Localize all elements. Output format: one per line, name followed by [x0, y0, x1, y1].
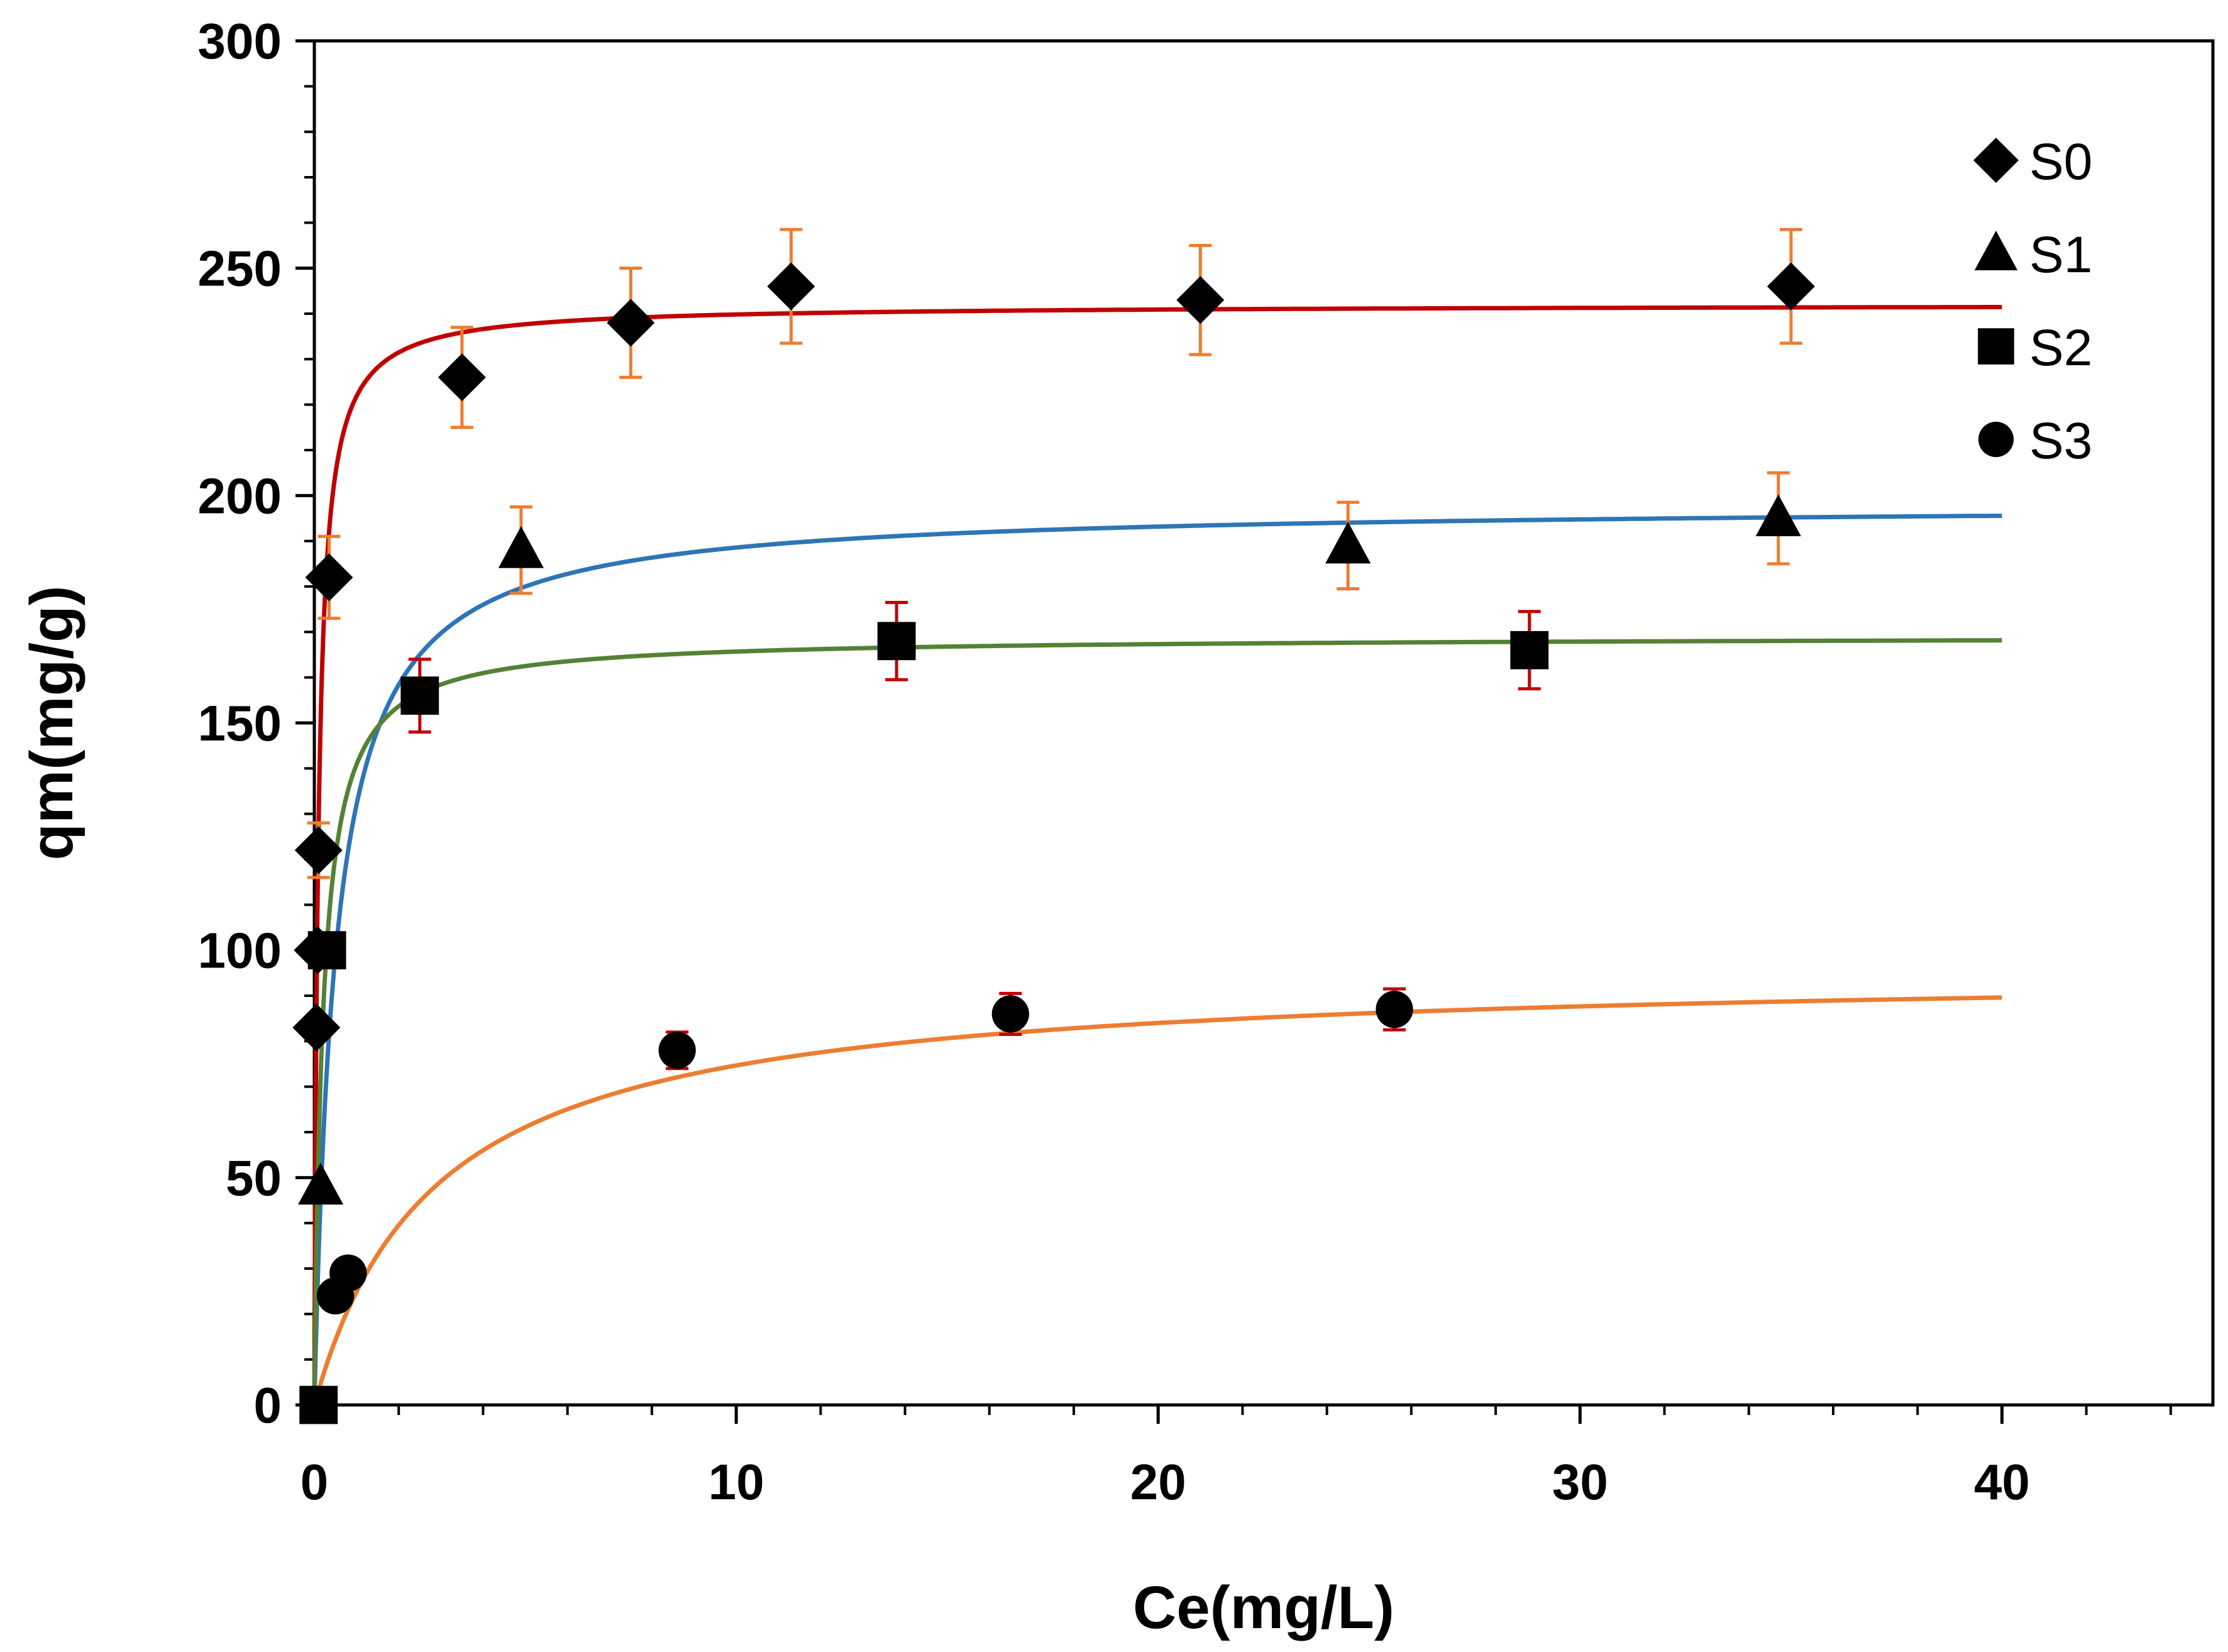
data-point-s1 — [1755, 494, 1801, 536]
data-point-s0 — [305, 553, 353, 602]
data-point-s1 — [498, 526, 544, 568]
legend-label-s1: S1 — [2029, 226, 2092, 284]
data-point-s1 — [1325, 521, 1371, 564]
x-tick-label: 30 — [1552, 1454, 1608, 1510]
data-point-s0 — [767, 262, 815, 311]
x-tick-label: 20 — [1130, 1454, 1186, 1510]
data-point-s0 — [1767, 262, 1815, 311]
data-point-s3 — [329, 1254, 367, 1292]
x-axis-title: Ce(mg/L) — [1133, 1574, 1394, 1641]
x-tick-label: 40 — [1974, 1454, 2030, 1510]
data-point-s2 — [1510, 631, 1549, 669]
legend: S0 S1 S2 S3 — [1973, 133, 2092, 470]
legend-marker-s2 — [1978, 328, 2014, 365]
data-point-s3 — [991, 995, 1029, 1033]
data-point-s2 — [877, 622, 916, 661]
legend-label-s0: S0 — [2029, 133, 2092, 190]
fit-curves — [312, 305, 2002, 1407]
data-point-s0 — [292, 1003, 341, 1052]
y-tick-label: 150 — [198, 695, 282, 751]
x-tick-label: 10 — [709, 1454, 764, 1510]
legend-marker-s0 — [1973, 138, 2019, 183]
data-point-s0 — [294, 826, 343, 874]
data-point-s0 — [438, 353, 486, 402]
axes: 0 50 100 150 200 250 300 0 10 20 30 40 — [198, 13, 2172, 1510]
y-tick-label: 300 — [198, 13, 282, 69]
legend-marker-s3 — [1978, 421, 2014, 458]
legend-marker-s1 — [1974, 231, 2018, 270]
data-point-s3 — [658, 1032, 696, 1069]
fit-curve-s2 — [312, 638, 2002, 1406]
x-tick-label: 0 — [301, 1454, 329, 1510]
plot-area — [312, 39, 2215, 1407]
data-point-s0 — [607, 299, 655, 347]
legend-label-s2: S2 — [2029, 319, 2092, 377]
y-axis-title: qm(mg/g) — [18, 585, 85, 860]
data-point-s2 — [400, 676, 439, 715]
fit-curve-s0 — [312, 305, 2002, 1405]
legend-label-s3: S3 — [2029, 412, 2092, 470]
fit-curve-s1 — [312, 514, 2002, 1407]
y-tick-label: 0 — [254, 1377, 282, 1433]
y-tick-label: 200 — [198, 468, 282, 524]
data-point-s0 — [1176, 276, 1225, 324]
y-tick-label: 100 — [198, 923, 282, 979]
data-point-s3 — [1376, 991, 1413, 1028]
data-point-s2 — [299, 1385, 338, 1424]
y-tick-label: 250 — [198, 241, 282, 297]
y-tick-label: 50 — [226, 1150, 282, 1206]
data-point-s1 — [297, 1162, 344, 1205]
data-point-s2 — [307, 931, 346, 970]
data-markers — [292, 262, 1815, 1424]
